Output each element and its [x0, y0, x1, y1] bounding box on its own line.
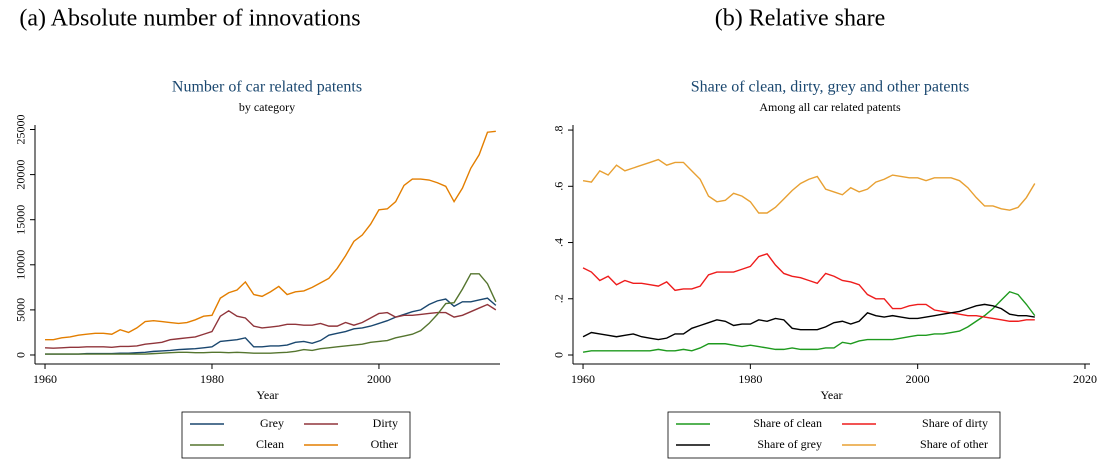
legend-box: [667, 411, 1001, 459]
panel-caption: (a) Absolute number of innovations: [19, 6, 360, 32]
x-tick-label: 2000: [906, 372, 930, 386]
y-tick-label: .6: [552, 182, 566, 191]
y-tick-label: .8: [552, 126, 566, 135]
series-line: [44, 303, 497, 349]
legend-box: [181, 411, 411, 459]
series-line: [582, 158, 1036, 214]
series-line: [582, 303, 1035, 341]
y-tick-label: 20000: [14, 160, 28, 190]
legend-label: Share of dirty: [922, 416, 988, 430]
y-tick-label: 5000: [14, 298, 28, 322]
legend-label: Other: [371, 437, 398, 451]
chart-title: Share of clean, dirty, grey and other pa…: [691, 79, 969, 96]
x-tick-label: 1960: [33, 372, 57, 386]
series-line: [45, 130, 496, 341]
legend-label: Dirty: [373, 416, 398, 430]
chart-title: Number of car related patents: [172, 79, 362, 96]
x-tick-label: 1980: [200, 372, 224, 386]
x-axis-label: Year: [820, 388, 842, 402]
x-tick-label: 2000: [367, 372, 391, 386]
chart-subtitle: Among all car related patents: [759, 100, 901, 114]
panel-caption: (b) Relative share: [715, 6, 886, 32]
y-tick-label: .4: [552, 238, 566, 247]
y-tick-label: 10000: [14, 250, 28, 280]
chart-subtitle: by category: [239, 100, 295, 114]
x-axis-label: Year: [256, 388, 278, 402]
y-tick-label: 0: [14, 352, 28, 358]
legend-label: Clean: [256, 437, 284, 451]
x-tick-label: 2020: [1073, 372, 1097, 386]
y-tick-label: .2: [552, 294, 566, 303]
series-line: [582, 290, 1036, 353]
legend-label: Share of clean: [753, 416, 822, 430]
series-line: [582, 252, 1035, 322]
series-line: [45, 273, 497, 355]
x-tick-label: 1960: [571, 372, 595, 386]
legend-label: Share of grey: [757, 437, 822, 451]
y-tick-label: 25000: [14, 115, 28, 145]
series-line: [45, 297, 497, 355]
legend-label: Share of other: [920, 437, 988, 451]
x-tick-label: 1980: [738, 372, 762, 386]
y-tick-label: 15000: [14, 205, 28, 235]
legend-label: Grey: [260, 416, 284, 430]
y-tick-label: 0: [552, 352, 566, 358]
